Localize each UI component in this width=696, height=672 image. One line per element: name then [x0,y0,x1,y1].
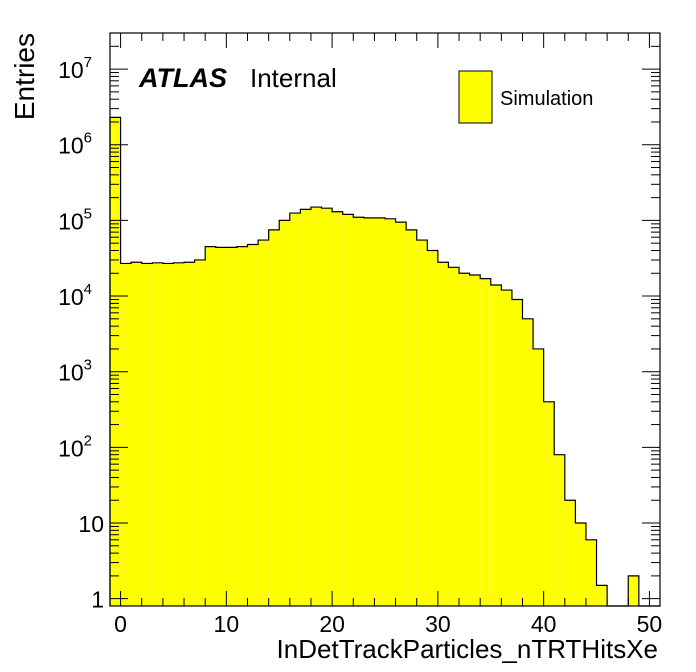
y-tick-label: 104 [58,281,92,310]
histogram-bar [310,207,322,606]
x-tick-label: 30 [425,611,451,637]
histogram-bar [522,318,534,606]
y-tick-label: 105 [58,205,92,234]
histogram-bar [205,246,216,606]
histogram-bar [554,454,565,606]
histogram-bar [596,585,608,606]
legend-swatch [458,70,493,124]
histogram-bar [480,278,491,606]
histogram-bar [236,246,248,606]
histogram-bar [406,229,417,607]
histogram-bar [268,229,280,607]
x-tick-label: 20 [319,611,345,637]
histogram-bar [416,240,428,606]
histogram-bar [628,575,639,606]
histogram-bar [173,262,185,606]
histogram-bar [427,250,438,606]
histogram-bar [162,263,174,606]
y-axis-label: Entries [9,33,40,120]
x-tick-label: 40 [531,611,557,637]
y-tick-label: 103 [58,357,92,386]
histogram-bar [448,267,460,606]
histogram-bar [511,299,523,606]
x-axis-label: InDetTrackParticles_nTRTHitsXe [277,634,658,664]
histogram-bar [395,222,407,606]
y-tick-label: 106 [58,130,92,159]
y-tick-label: 10 [78,511,104,537]
histogram-bar [353,217,364,606]
histogram-bar [564,500,576,606]
histogram-bar [152,262,163,606]
legend-entry-simulation: Simulation [500,88,593,110]
histogram-bar [501,290,512,606]
x-tick-label: 10 [214,611,240,637]
x-tick-label: 0 [114,611,127,637]
histogram-bar [215,247,227,606]
histogram-bar [437,262,449,606]
histogram-bar [300,209,311,607]
histogram-bar [342,214,354,606]
x-axis-tick-labels: 0 10 20 30 40 50 [114,611,662,637]
y-tick-label: 1 [91,587,104,613]
histogram-bar [247,244,259,606]
histogram-bars [109,116,660,607]
histogram-bar [289,213,301,607]
y-tick-label: 107 [58,54,92,83]
histogram-bar [459,273,470,606]
x-tick-label: 50 [637,611,663,637]
histogram-bar [585,539,597,606]
histogram-bar [226,247,237,606]
histogram-bar [575,523,586,606]
histogram-bar [194,259,206,606]
histogram-bar [374,217,385,606]
histogram-bar [533,348,544,606]
histogram-bar [385,218,396,607]
histogram-bar [490,285,502,606]
plot-frame [109,32,661,607]
histogram-bar [363,217,375,606]
y-tick-label: 102 [58,432,92,461]
histogram-bar [469,274,481,606]
histogram-bar [141,263,153,606]
histogram-bar [184,262,195,606]
histogram-bar [279,220,290,606]
y-axis-ticks [110,32,660,600]
x-axis-ticks [120,33,650,606]
histogram-bar [321,208,333,607]
atlas-label: ATLAS [138,63,227,93]
histogram-bar [258,240,269,606]
internal-label: Internal [250,63,337,93]
histogram-outline [109,116,660,607]
histogram-bar [543,401,555,606]
histogram-bar [120,263,132,606]
histogram-bar [110,117,121,607]
histogram-bar [131,262,142,606]
y-axis-tick-labels: 1 10 102 103 104 105 106 107 [58,54,104,613]
histogram-bar [332,211,343,607]
